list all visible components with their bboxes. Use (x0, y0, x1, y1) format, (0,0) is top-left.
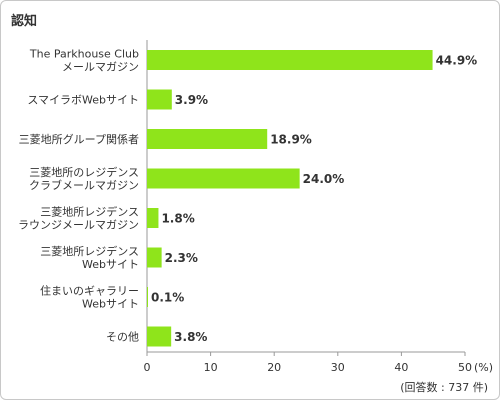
x-tick-label: 30 (331, 361, 345, 374)
category-label: 三菱地所グループ関係者 (19, 132, 139, 146)
category-label-line: Webサイト (82, 258, 139, 271)
x-tick-label: 40 (394, 361, 408, 374)
category-label-line: メールマガジン (62, 61, 139, 74)
category-label-line: 住まいのギャラリー (40, 284, 139, 298)
category-label: スマイラボWebサイト (27, 94, 139, 107)
category-label-line: ラウンジメールマガジン (18, 219, 139, 232)
bar (147, 247, 162, 268)
category-label-line: 三菱地所グループ関係者 (19, 132, 139, 146)
category-label: The Parkhouse Club メールマガジン (29, 48, 139, 74)
category-label: 三菱地所のレジデンスクラブメールマガジン (29, 165, 139, 192)
bar (147, 326, 172, 347)
bar (147, 287, 148, 307)
value-label: 24.0% (303, 172, 345, 186)
category-label: その他 (106, 331, 139, 344)
category-label: 三菱地所レジデンスラウンジメールマガジン (18, 205, 139, 232)
category-label-line: その他 (106, 331, 139, 344)
x-tick-label: 0 (144, 361, 151, 374)
value-label: 0.1% (151, 291, 184, 305)
response-count-note: (回答数 : 737 件) (400, 380, 488, 394)
value-label: 3.8% (174, 330, 207, 344)
bar (147, 89, 172, 110)
category-label-line: 三菱地所レジデンス (40, 205, 139, 219)
value-label: 1.8% (161, 212, 194, 226)
value-label: 18.9% (270, 133, 312, 147)
bar (147, 168, 300, 189)
category-label: 三菱地所レジデンス Webサイト (40, 244, 139, 271)
x-tick-label: 20 (267, 361, 281, 374)
category-label-line: Webサイト (82, 298, 139, 311)
x-tick-label: 50 (458, 361, 472, 374)
x-tick-label: 10 (204, 361, 218, 374)
bar (147, 208, 159, 228)
chart-title: 認知 (11, 14, 38, 29)
category-label-line: 三菱地所レジデンス (40, 244, 139, 258)
bar (147, 129, 268, 149)
bar (147, 50, 433, 70)
x-unit-label: (%) (474, 361, 493, 374)
value-label: 2.3% (165, 251, 198, 265)
value-label: 3.9% (175, 93, 208, 107)
category-label-line: スマイラボWebサイト (27, 94, 139, 107)
category-label-line: The Parkhouse Club (29, 48, 139, 61)
value-label: 44.9% (436, 54, 478, 68)
category-label: 住まいのギャラリー Webサイト (40, 284, 139, 311)
category-label-line: クラブメールマガジン (29, 178, 139, 192)
category-label-line: 三菱地所のレジデンス (29, 165, 139, 179)
